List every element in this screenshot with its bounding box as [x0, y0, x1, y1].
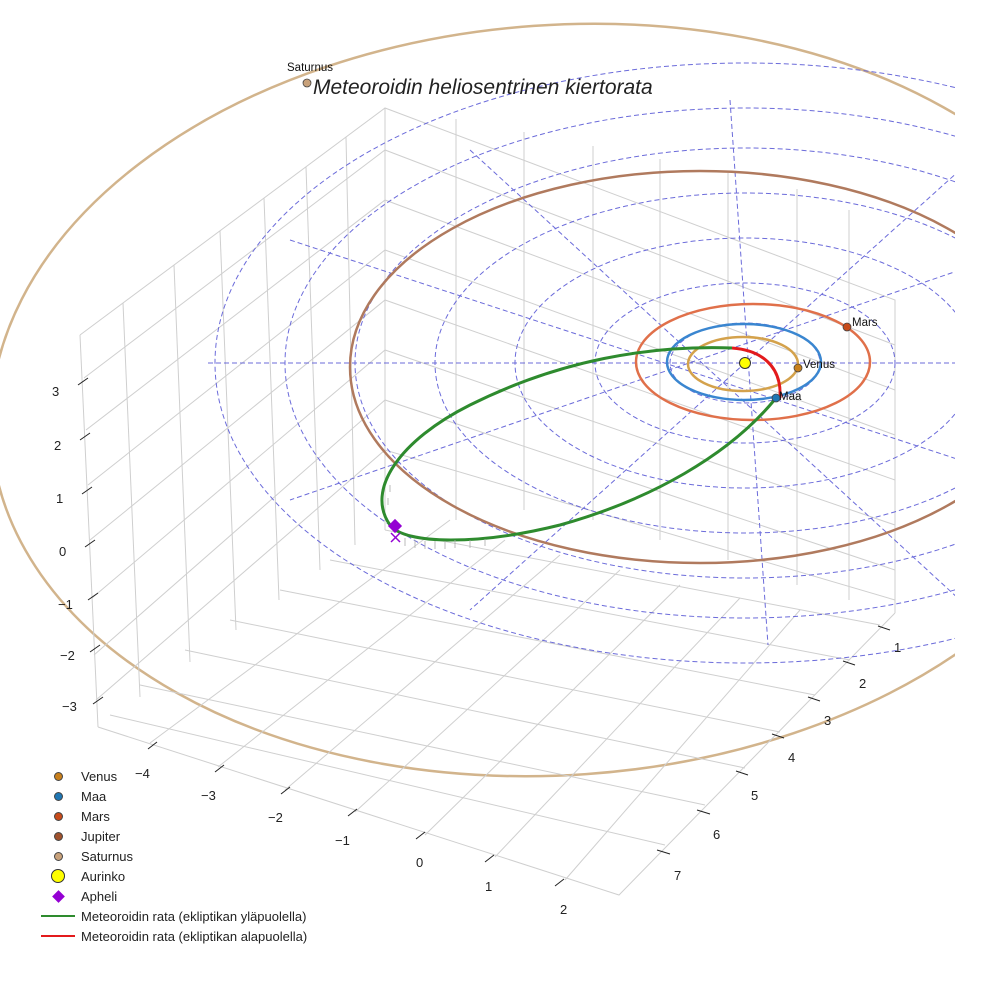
z-tick-m2: −2 [60, 648, 75, 663]
label-venus: Venus [803, 359, 835, 371]
x-axis [147, 741, 565, 887]
maa-orbit [665, 322, 823, 402]
x-tick-m3: −3 [201, 788, 216, 803]
venus-marker[interactable] [793, 363, 803, 373]
legend: Venus Maa Mars Jupiter Saturnus Aurinko … [38, 766, 307, 946]
y-tick-3: 3 [824, 713, 831, 728]
legend-item-orbit-below[interactable]: Meteoroidin rata (ekliptikan alapuolella… [38, 926, 307, 946]
x-tick-m2: −2 [268, 810, 283, 825]
legend-item-jupiter[interactable]: Jupiter [38, 826, 307, 846]
chart-title: Meteoroidin heliosentrinen kiertorata [313, 76, 653, 99]
red-line-icon [41, 935, 75, 937]
apheli-projection-x-icon [390, 532, 401, 543]
legend-label: Saturnus [81, 848, 134, 864]
mars-dot-icon [53, 811, 63, 821]
x-tick-m4: −4 [135, 766, 150, 781]
legend-item-venus[interactable]: Venus [38, 766, 307, 786]
legend-label: Apheli [81, 888, 118, 904]
jupiter-dot-icon [53, 831, 63, 841]
sun-icon [51, 869, 65, 883]
legend-item-apheli[interactable]: Apheli [38, 886, 307, 906]
label-maa: Maa [779, 391, 802, 403]
grid-back-wall [79, 107, 896, 896]
z-tick-m3: −3 [62, 699, 77, 714]
saturnus-dot-icon [53, 851, 63, 861]
legend-label: Venus [81, 768, 118, 784]
maa-dot-icon [53, 791, 63, 801]
legend-label: Aurinko [81, 868, 126, 884]
jupiter-orbit [348, 169, 955, 565]
z-tick-m1: −1 [58, 597, 73, 612]
green-line-icon [41, 915, 75, 917]
z-tick-2: 2 [54, 438, 61, 453]
z-tick-0: 0 [59, 544, 66, 559]
z-tick-3: 3 [52, 384, 59, 399]
venus-dot-icon [53, 771, 63, 781]
y-axis [656, 625, 891, 855]
legend-item-maa[interactable]: Maa [38, 786, 307, 806]
y-tick-2: 2 [859, 676, 866, 691]
orbit-drop-lines [387, 485, 486, 549]
legend-label: Jupiter [81, 828, 121, 844]
meteoroid-orbit-below [731, 346, 782, 399]
legend-label: Maa [81, 788, 107, 804]
y-tick-5: 5 [751, 788, 758, 803]
legend-item-saturnus[interactable]: Saturnus [38, 846, 307, 866]
y-tick-7: 7 [674, 868, 681, 883]
diamond-icon [51, 889, 65, 903]
apheli-marker[interactable] [387, 518, 403, 534]
label-saturnus: Saturnus [287, 62, 333, 74]
label-mars: Mars [852, 317, 878, 329]
mars-orbit [634, 302, 872, 422]
saturnus-marker[interactable] [302, 78, 312, 88]
z-tick-1: 1 [56, 491, 63, 506]
aurinko-marker[interactable] [739, 357, 751, 369]
legend-item-aurinko[interactable]: Aurinko [38, 866, 307, 886]
legend-label: Meteoroidin rata (ekliptikan yläpuolella… [81, 908, 307, 924]
x-tick-0: 0 [416, 855, 423, 870]
z-axis [77, 377, 104, 705]
maa-marker[interactable] [771, 393, 781, 403]
x-tick-m1: −1 [335, 833, 350, 848]
x-tick-2: 2 [560, 902, 567, 917]
saturnus-orbit [0, 22, 955, 778]
legend-label: Meteoroidin rata (ekliptikan alapuolella… [81, 928, 308, 944]
mars-marker[interactable] [842, 322, 852, 332]
legend-item-mars[interactable]: Mars [38, 806, 307, 826]
legend-label: Mars [81, 808, 110, 824]
x-tick-1: 1 [485, 879, 492, 894]
y-tick-1: 1 [894, 640, 901, 655]
legend-item-orbit-above[interactable]: Meteoroidin rata (ekliptikan yläpuolella… [38, 906, 307, 926]
y-tick-4: 4 [788, 750, 795, 765]
y-tick-6: 6 [713, 827, 720, 842]
